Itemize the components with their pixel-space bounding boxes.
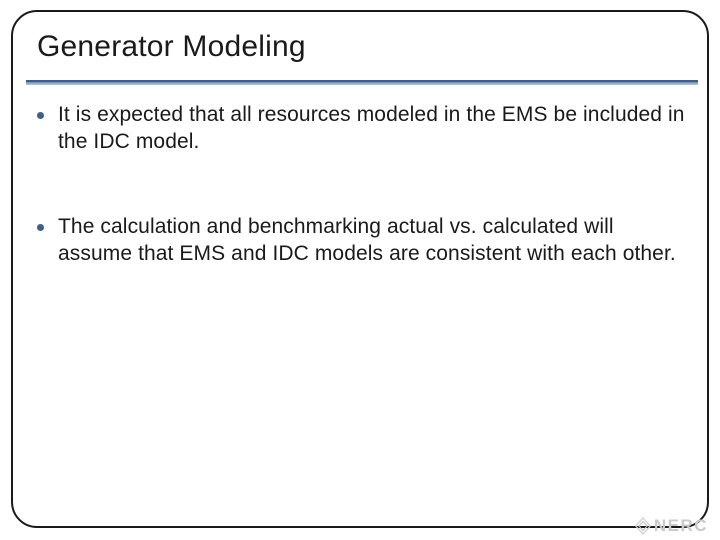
divider-bottom xyxy=(26,82,698,85)
bullet-text: The calculation and benchmarking actual … xyxy=(58,214,689,268)
nerc-logo-text: NERC xyxy=(654,516,708,536)
slide-title: Generator Modeling xyxy=(37,30,306,64)
bullet-dot-icon xyxy=(37,224,44,231)
bullet-text: It is expected that all resources modele… xyxy=(58,102,689,156)
content-area: It is expected that all resources modele… xyxy=(37,102,689,326)
nerc-logo-icon xyxy=(634,517,652,535)
title-divider xyxy=(26,80,698,85)
slide: Generator Modeling It is expected that a… xyxy=(0,0,720,540)
bullet-item: It is expected that all resources modele… xyxy=(37,102,689,156)
bullet-item: The calculation and benchmarking actual … xyxy=(37,214,689,268)
bullet-dot-icon xyxy=(37,112,44,119)
nerc-logo: NERC xyxy=(634,516,708,536)
slide-frame: Generator Modeling It is expected that a… xyxy=(11,10,709,528)
